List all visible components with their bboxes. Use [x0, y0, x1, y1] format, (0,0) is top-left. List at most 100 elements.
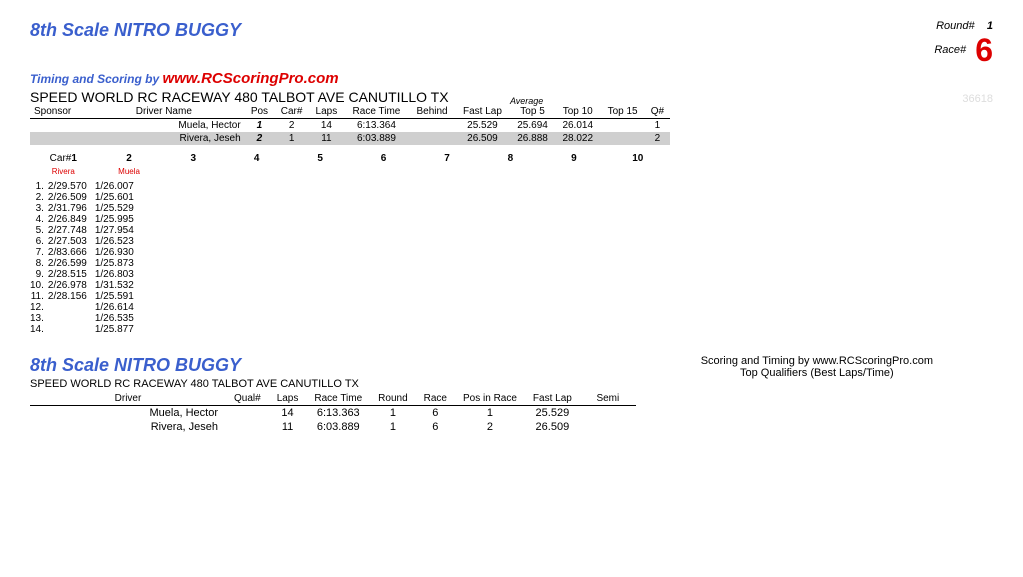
qcol-racetime: Race Time [306, 392, 370, 406]
timing-prefix: Timing and Scoring by [30, 72, 162, 86]
q-fastlap: 25.529 [525, 406, 580, 421]
lap-c2: 1/25.995 [95, 214, 142, 225]
lap-c1: 2/27.748 [48, 225, 95, 236]
race-time: 6:13.364 [344, 119, 409, 133]
lap-c2: 1/26.007 [95, 181, 142, 192]
round-race-block: Round# 1 Race# 6 [934, 20, 993, 66]
col-top5-text: Top 5 [520, 106, 544, 117]
qcol-fastlap: Fast Lap [525, 392, 580, 406]
q-semi [580, 420, 636, 434]
car-num: Car#1 [30, 151, 97, 166]
lap-c2: 1/26.803 [95, 269, 142, 280]
q-racetime: 6:13.363 [306, 406, 370, 421]
lap-c1: 2/26.509 [48, 192, 95, 203]
q-qual [226, 406, 269, 421]
qcol-laps: Laps [269, 392, 307, 406]
car-sub [352, 166, 415, 177]
fast-lap: 26.509 [455, 132, 510, 145]
lap-c2: 1/25.601 [95, 192, 142, 203]
col-car: Car# [274, 105, 309, 119]
lap-c1: 2/28.156 [48, 291, 95, 302]
q-pos: 2 [455, 420, 525, 434]
lap-c2: 1/26.930 [95, 247, 142, 258]
lap-c1: 2/31.796 [48, 203, 95, 214]
lap-c2: 1/27.954 [95, 225, 142, 236]
lap-c1: 2/26.849 [48, 214, 95, 225]
car-sub [479, 166, 542, 177]
results-row: Rivera, Jeseh21116:03.88926.50926.88828.… [30, 132, 670, 145]
avg-label: Average [510, 96, 543, 106]
qcol-semi: Semi [580, 392, 636, 406]
car-num: 4 [225, 151, 288, 166]
sec2-title: 8th Scale NITRO BUGGY [30, 355, 359, 376]
car-num: 10 [606, 151, 670, 166]
lap-c2: 1/25.877 [95, 324, 142, 335]
q-laps: 14 [269, 406, 307, 421]
q-semi [580, 406, 636, 421]
lap-idx: 8. [30, 258, 48, 269]
lap-row: 7.2/83.6661/26.930 [30, 247, 142, 258]
lap-idx: 14. [30, 324, 48, 335]
lap-idx: 12. [30, 302, 48, 313]
race-label: Race# [934, 44, 966, 56]
top10: 28.022 [555, 132, 600, 145]
lap-c2: 1/25.591 [95, 291, 142, 302]
car-subs-row: RiveraMuela [30, 166, 670, 177]
car: 2 [274, 119, 309, 133]
lap-c2: 1/26.614 [95, 302, 142, 313]
qual-row: Muela, Hector146:13.36316125.529 [30, 406, 636, 421]
driver-name: Muela, Hector [83, 119, 245, 133]
section2: 8th Scale NITRO BUGGY SPEED WORLD RC RAC… [30, 355, 993, 434]
lap-idx: 5. [30, 225, 48, 236]
lap-row: 3.2/31.7961/25.529 [30, 203, 142, 214]
lap-c1: 2/26.599 [48, 258, 95, 269]
col-driver: Driver Name [83, 105, 245, 119]
lap-c1: 2/26.978 [48, 280, 95, 291]
driver-name: Rivera, Jeseh [83, 132, 245, 145]
lap-idx: 4. [30, 214, 48, 225]
col-fastlap: Fast Lap [455, 105, 510, 119]
lap-c1 [48, 302, 95, 313]
q-pos: 1 [455, 406, 525, 421]
car-nums-row: Car#12345678910 [30, 151, 670, 166]
lap-row: 4.2/26.8491/25.995 [30, 214, 142, 225]
col-racetime: Race Time [344, 105, 409, 119]
col-top5: Average Top 5 [510, 105, 555, 119]
q-racetime: 6:03.889 [306, 420, 370, 434]
qcol-driver: Driver [30, 392, 226, 406]
col-top10: Top 10 [555, 105, 600, 119]
round-num: 1 [987, 20, 993, 32]
header-row: 8th Scale NITRO BUGGY Round# 1 Race# 6 [30, 20, 993, 66]
col-q: Q# [645, 105, 670, 119]
results-header-row: Sponsor Driver Name Pos Car# Laps Race T… [30, 105, 670, 119]
laps-table: 1.2/29.5701/26.0072.2/26.5091/25.6013.2/… [30, 181, 142, 335]
car: 1 [274, 132, 309, 145]
col-pos: Pos [245, 105, 275, 119]
sec2-left: 8th Scale NITRO BUGGY SPEED WORLD RC RAC… [30, 355, 359, 390]
car-num: 6 [352, 151, 415, 166]
results-row: Muela, Hector12146:13.36425.52925.69426.… [30, 119, 670, 133]
lap-c2: 1/31.532 [95, 280, 142, 291]
behind [409, 119, 455, 133]
sec2-right: Scoring and Timing by www.RCScoringPro.c… [701, 355, 933, 379]
lap-idx: 9. [30, 269, 48, 280]
lap-c1 [48, 313, 95, 324]
car-sub [288, 166, 351, 177]
race-line: Race# 6 [934, 34, 993, 66]
q-round: 1 [370, 420, 415, 434]
lap-row: 13.1/26.535 [30, 313, 142, 324]
car-sub [542, 166, 605, 177]
top15 [600, 119, 645, 133]
top5: 26.888 [510, 132, 555, 145]
lap-c1 [48, 324, 95, 335]
pos: 2 [245, 132, 275, 145]
lap-idx: 2. [30, 192, 48, 203]
q-laps: 11 [269, 420, 307, 434]
car-header-table: Car#12345678910 RiveraMuela [30, 151, 670, 177]
qcol-race: Race [416, 392, 455, 406]
q-round: 1 [370, 406, 415, 421]
car-sub: Muela [97, 166, 162, 177]
race-time: 6:03.889 [344, 132, 409, 145]
round-label: Round# [936, 20, 975, 32]
lap-idx: 6. [30, 236, 48, 247]
